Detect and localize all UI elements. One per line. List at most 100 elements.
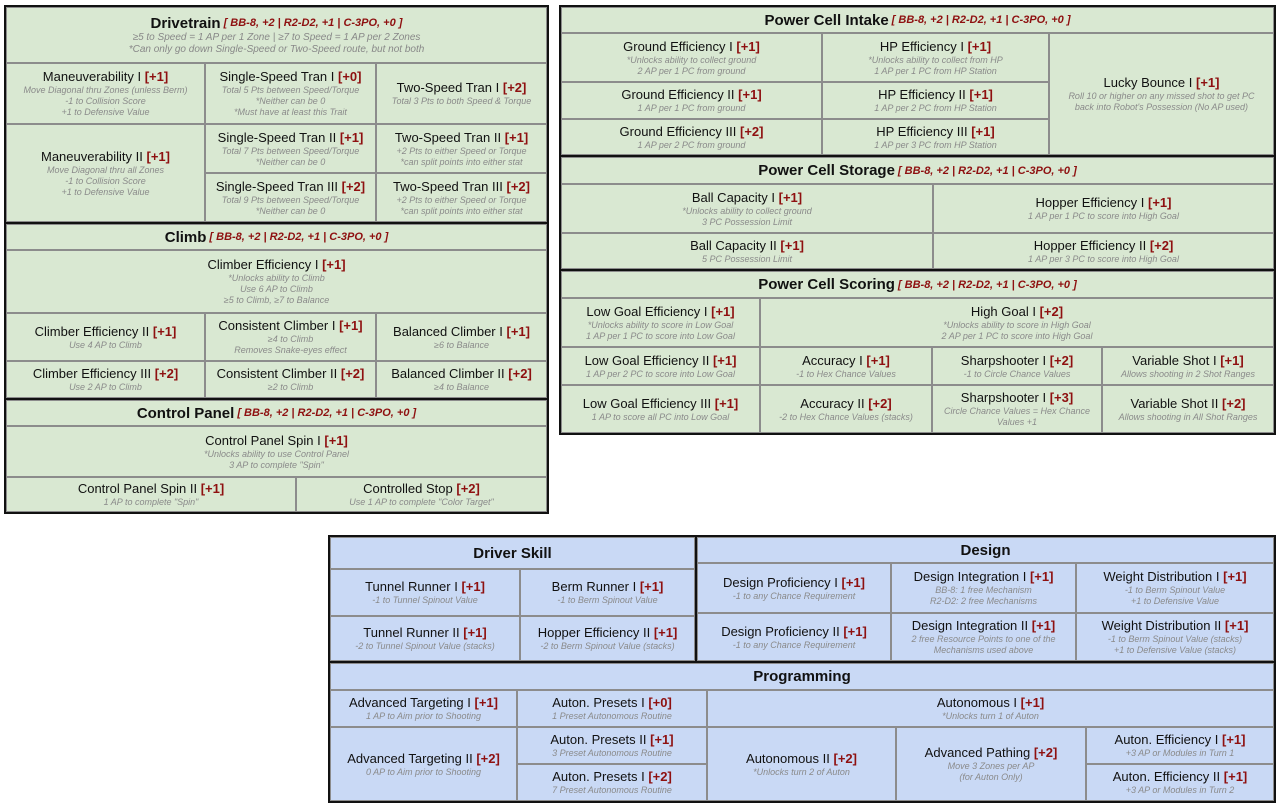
skill-cell[interactable]: Tunnel Runner I [+1] -1 to Tunnel Spinou… <box>330 569 520 616</box>
skill-cell[interactable]: Ground Efficiency I [+1] *Unlocks abilit… <box>561 33 822 82</box>
skill-cell[interactable]: Low Goal Efficiency I [+1] *Unlocks abil… <box>561 298 760 347</box>
scoring-panel <box>559 269 1276 435</box>
skill-cell[interactable]: Consistent Climber II [+2] ≥2 to Climb <box>205 361 376 398</box>
skill-cell[interactable]: Design Integration II [+1] 2 free Resour… <box>891 613 1076 661</box>
skill-cell[interactable]: Hopper Efficiency I [+1] 1 AP per 1 PC t… <box>933 184 1274 233</box>
skill-cell[interactable]: Auton. Presets I [+2] 7 Preset Autonomou… <box>517 764 707 801</box>
skill-name: Single-Speed Tran II <box>217 129 337 145</box>
skill-desc: Total 7 Pts between Speed/Torque <box>221 145 360 156</box>
skill-desc: +2 Pts to either Speed or Torque <box>396 194 527 205</box>
skill-name: Weight Distribution II <box>1101 618 1222 633</box>
skill-cell[interactable]: Weight Distribution II [+1] -1 to Berm S… <box>1076 613 1274 661</box>
skill-cost: [+1] <box>967 38 992 54</box>
skill-name: Climber Efficiency I <box>207 257 319 272</box>
skill-name: Balanced Climber II <box>391 366 505 381</box>
skill-cell[interactable]: Ground Efficiency III [+2] 1 AP per 2 PC… <box>561 119 822 155</box>
skill-cell[interactable]: Advanced Targeting II [+2] 0 AP to Aim p… <box>330 727 517 801</box>
skill-name: Control Panel Spin I <box>205 432 321 448</box>
skill-cell[interactable]: HP Efficiency III [+1] 1 AP per 3 PC fro… <box>822 119 1049 155</box>
intake-title: Power Cell Intake <box>764 11 889 29</box>
skill-cell[interactable]: Design Integration I [+1] BB-8: 1 free M… <box>891 563 1076 613</box>
skill-cell[interactable]: HP Efficiency I [+1] *Unlocks ability to… <box>822 33 1049 82</box>
skill-cell[interactable]: Hopper Efficiency II [+2] 1 AP per 3 PC … <box>933 233 1274 269</box>
skill-cell[interactable]: Variable Shot II [+2] Allows shooting in… <box>1102 385 1274 433</box>
skill-name: Sharpshooter I <box>960 390 1047 405</box>
skill-cell[interactable]: Consistent Climber I [+1] ≥4 to Climb Re… <box>205 313 376 361</box>
skill-cell[interactable]: Hopper Efficiency II [+1] -2 to Berm Spi… <box>520 616 695 661</box>
driver-skill-header: Driver Skill <box>330 537 695 569</box>
skill-desc: 1 AP to score all PC into Low Goal <box>591 411 730 422</box>
skill-desc: 1 AP per 1 PC from ground <box>637 103 746 113</box>
skill-desc: -2 to Berm Spinout Value (stacks) <box>540 641 675 651</box>
skill-cell[interactable]: Climber Efficiency I [+1] *Unlocks abili… <box>6 250 547 313</box>
skill-cell[interactable]: Design Proficiency II [+1] -1 to any Cha… <box>697 613 891 661</box>
skill-cost: [+1] <box>1148 195 1172 210</box>
skill-desc: *Neither can be 0 <box>255 205 326 216</box>
skill-cell[interactable]: Accuracy II [+2] -2 to Hex Chance Values… <box>760 385 932 433</box>
skill-cell[interactable]: Tunnel Runner II [+1] -2 to Tunnel Spino… <box>330 616 520 661</box>
skill-cell[interactable]: Variable Shot I [+1] Allows shooting in … <box>1102 347 1274 385</box>
skill-desc: ≥2 to Climb <box>267 382 314 392</box>
skill-cell[interactable]: Auton. Efficiency II [+1] +3 AP or Modul… <box>1086 764 1274 801</box>
skill-cost: [+1] <box>736 38 760 54</box>
skill-desc: -1 to Collision Score <box>65 96 146 106</box>
skill-desc: Roll 10 or higher on any missed shot to … <box>1068 91 1255 101</box>
skill-cell[interactable]: Single-Speed Tran II [+1] Total 7 Pts be… <box>205 124 376 173</box>
programming-title: Programming <box>753 668 851 685</box>
skill-cell[interactable]: Weight Distribution I [+1] -1 to Berm Sp… <box>1076 563 1274 613</box>
skill-cell[interactable]: Climber Efficiency III [+2] Use 2 AP to … <box>6 361 205 398</box>
skill-cell[interactable]: Maneuverability I [+1] Move Diagonal thr… <box>6 63 205 124</box>
skill-name: Design Integration II <box>911 618 1029 633</box>
skill-cell[interactable]: Advanced Pathing [+2] Move 3 Zones per A… <box>896 727 1086 801</box>
skill-cell[interactable]: High Goal I [+2] *Unlocks ability to sco… <box>760 298 1274 347</box>
skill-desc: Values +1 <box>997 417 1037 427</box>
skill-cell[interactable]: Auton. Presets I [+0] 1 Preset Autonomou… <box>517 690 707 727</box>
skill-cell[interactable]: Balanced Climber II [+2] ≥4 to Balance <box>376 361 547 398</box>
skill-cell[interactable]: Climber Efficiency II [+1] Use 4 AP to C… <box>6 313 205 361</box>
skill-name: Low Goal Efficiency II <box>584 352 710 368</box>
skill-cell[interactable]: Low Goal Efficiency III [+1] 1 AP to sco… <box>561 385 760 433</box>
skill-name: HP Efficiency II <box>878 87 966 102</box>
skill-name: Two-Speed Tran I <box>396 80 500 95</box>
skill-cell[interactable]: Design Proficiency I [+1] -1 to any Chan… <box>697 563 891 613</box>
skill-cell[interactable]: Berm Runner I [+1] -1 to Berm Spinout Va… <box>520 569 695 616</box>
skill-cell[interactable]: Sharpshooter I [+2] -1 to Circle Chance … <box>932 347 1102 385</box>
skill-name: Hopper Efficiency I <box>1035 195 1145 210</box>
skill-cell[interactable]: Sharpshooter I [+3] Circle Chance Values… <box>932 385 1102 433</box>
design-header: Design <box>697 537 1274 563</box>
skill-cell[interactable]: Autonomous I [+1] *Unlocks turn 1 of Aut… <box>707 690 1274 727</box>
skill-desc: Use 4 AP to Climb <box>69 339 142 350</box>
skill-cell[interactable]: Maneuverability II [+1] Move Diagonal th… <box>6 124 205 222</box>
skill-cell[interactable]: Control Panel Spin I [+1] *Unlocks abili… <box>6 426 547 477</box>
skill-desc: -1 to Collision Score <box>65 175 146 186</box>
skill-cell[interactable]: Low Goal Efficiency II [+1] 1 AP per 2 P… <box>561 347 760 385</box>
skill-cell[interactable]: Controlled Stop [+2] Use 1 AP to complet… <box>296 477 547 512</box>
skill-cell[interactable]: Two-Speed Tran III [+2] +2 Pts to either… <box>376 173 547 222</box>
skill-cell[interactable]: Single-Speed Tran I [+0] Total 5 Pts bet… <box>205 63 376 124</box>
skill-cost: [+2] <box>506 178 530 194</box>
skill-cell[interactable]: Single-Speed Tran III [+2] Total 9 Pts b… <box>205 173 376 222</box>
skill-desc: *Neither can be 0 <box>255 156 326 167</box>
skill-cell[interactable]: Advanced Targeting I [+1] 1 AP to Aim pr… <box>330 690 517 727</box>
skill-cell[interactable]: Control Panel Spin II [+1] 1 AP to compl… <box>6 477 296 512</box>
skill-desc: 1 AP per 1 PC to score into Low Goal <box>586 330 735 341</box>
skill-cell[interactable]: Two-Speed Tran II [+1] +2 Pts to either … <box>376 124 547 173</box>
skill-cell[interactable]: Auton. Efficiency I [+1] +3 AP or Module… <box>1086 727 1274 764</box>
skill-cost: [+2] <box>476 750 500 766</box>
skill-cell[interactable]: Ball Capacity II [+1] 5 PC Possession Li… <box>561 233 933 269</box>
skill-cell[interactable]: HP Efficiency II [+1] 1 AP per 2 PC from… <box>822 82 1049 119</box>
skill-cell[interactable]: Lucky Bounce I [+1] Roll 10 or higher on… <box>1049 33 1274 155</box>
skill-cell[interactable]: Auton. Presets II [+1] 3 Preset Autonomo… <box>517 727 707 764</box>
skill-cell[interactable]: Autonomous II [+2] *Unlocks turn 2 of Au… <box>707 727 896 801</box>
skill-desc: *Must have at least this Trait <box>234 107 347 117</box>
skill-cell[interactable]: Ball Capacity I [+1] *Unlocks ability to… <box>561 184 933 233</box>
skill-cell[interactable]: Accuracy I [+1] -1 to Hex Chance Values <box>760 347 932 385</box>
skill-cell[interactable]: Ground Efficiency II [+1] 1 AP per 1 PC … <box>561 82 822 119</box>
skill-desc: 3 PC Possession Limit <box>701 216 793 227</box>
skill-cost: [+2] <box>508 366 532 381</box>
scoring-costs: [ BB-8, +2 | R2-D2, +1 | C-3PO, +0 ] <box>897 278 1077 291</box>
skill-cell[interactable]: Two-Speed Tran I [+2] Total 3 Pts to bot… <box>376 63 547 124</box>
skill-name: Auton. Efficiency I <box>1114 732 1219 747</box>
skill-desc: 3 Preset Autonomous Routine <box>552 748 672 758</box>
skill-cell[interactable]: Balanced Climber I [+1] ≥6 to Balance <box>376 313 547 361</box>
